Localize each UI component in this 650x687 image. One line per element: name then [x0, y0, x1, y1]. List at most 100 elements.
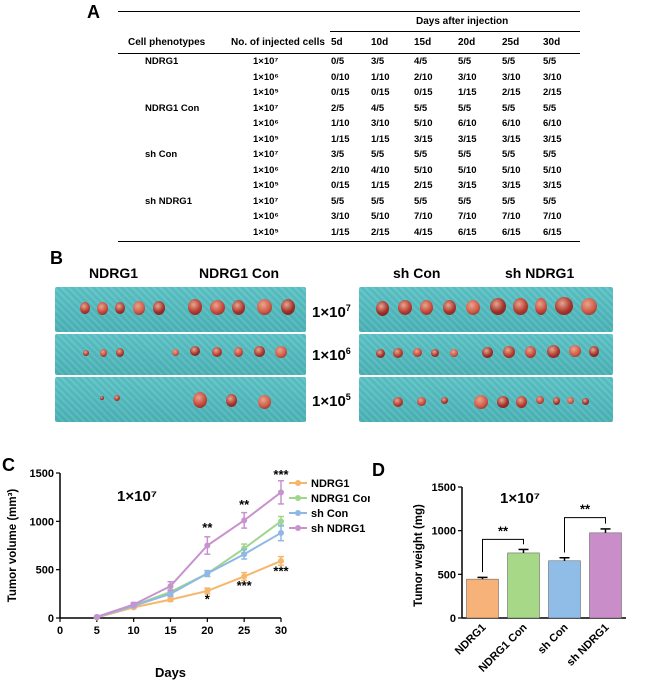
- row-value-10d: 1/15: [371, 180, 390, 191]
- row-phenotype: NDRG1 Con: [145, 102, 200, 114]
- data-point: [204, 587, 211, 594]
- tumor-specimen: [212, 347, 222, 357]
- row-value-5d: 0/5: [331, 56, 345, 67]
- col-header-cells: No. of injected cells: [231, 37, 325, 48]
- row-value-20d: 5/10: [458, 164, 477, 176]
- dose-label-1e5: 1×105: [312, 392, 351, 410]
- row-value-30d: 5/5: [543, 149, 557, 160]
- panel-label-d: D: [372, 460, 385, 480]
- tumor-specimen: [417, 397, 426, 406]
- chart-title: 1×10⁷: [500, 490, 540, 507]
- x-tick-label: 15: [164, 625, 176, 637]
- data-point: [278, 518, 284, 525]
- row-injected-cells: 1×10⁵: [253, 87, 279, 98]
- tumor-specimen: [393, 348, 403, 358]
- tumor-specimen: [172, 349, 179, 356]
- row-value-10d: 3/5: [371, 56, 385, 67]
- y-tick-label: 500: [438, 569, 456, 581]
- photo-right-row-1: [359, 287, 613, 332]
- row-value-30d: 5/5: [543, 102, 557, 114]
- y-tick-label: 1500: [30, 468, 54, 480]
- x-tick-label: 20: [201, 625, 213, 637]
- row-value-5d: 0/15: [331, 87, 350, 98]
- tumor-specimen: [115, 302, 125, 314]
- x-tick-label: sh Con: [536, 621, 571, 656]
- bar-sh-con: [548, 560, 581, 619]
- row-injected-cells: 1×10⁵: [253, 133, 279, 145]
- y-tick-label: 1500: [432, 482, 456, 494]
- tumor-specimen: [275, 346, 287, 358]
- row-value-10d: 3/10: [371, 118, 390, 129]
- row-value-20d: 3/15: [458, 133, 477, 145]
- bar-ndrg1-con: [507, 552, 540, 619]
- row-injected-cells: 1×10⁷: [253, 149, 279, 160]
- row-value-15d: 4/15: [414, 226, 433, 238]
- significance-bracket: [482, 538, 524, 573]
- tumor-volume-line-chart: 0 500 1000 1500 0 5 10 15 20 25 30 Days Tumor volume…: [7, 467, 370, 680]
- tumor-specimen: [420, 300, 433, 315]
- y-tick-label: 1000: [30, 516, 54, 528]
- tumor-specimen: [513, 298, 528, 315]
- tumor-specimen: [567, 397, 574, 404]
- row-phenotype: NDRG1: [145, 56, 179, 67]
- x-tick-label: sh NDRG1: [565, 622, 612, 669]
- tumor-specimen: [516, 396, 527, 408]
- row-value-30d: 5/5: [543, 195, 557, 207]
- row-value-30d: 6/15: [543, 226, 562, 238]
- day-header-25d: 25d: [502, 37, 520, 48]
- row-value-25d: 2/15: [502, 87, 521, 98]
- chart-title: 1×10⁷: [117, 488, 157, 505]
- row-value-20d: 5/5: [458, 102, 472, 114]
- row-value-15d: 2/15: [414, 180, 433, 191]
- tumor-specimen: [100, 396, 104, 400]
- significance-marker: **: [580, 502, 591, 517]
- row-value-30d: 5/5: [543, 56, 557, 67]
- significance-bracket: [564, 517, 606, 553]
- data-point: [167, 583, 174, 590]
- row-value-25d: 3/10: [502, 71, 521, 83]
- row-injected-cells: 1×10⁷: [253, 195, 279, 207]
- y-axis-label: Tumor weight (mg): [413, 504, 425, 607]
- x-tick-label: NDRG1: [453, 622, 489, 658]
- row-value-10d: 4/10: [371, 164, 390, 176]
- row-value-30d: 2/15: [543, 87, 562, 98]
- y-tick-label: 1000: [432, 526, 456, 538]
- data-point: [241, 517, 248, 524]
- row-value-5d: 5/5: [331, 195, 345, 207]
- row-value-25d: 7/10: [502, 211, 521, 222]
- tumor-specimen: [431, 349, 439, 357]
- tumor-specimen: [83, 350, 89, 356]
- row-value-25d: 5/5: [502, 149, 516, 160]
- row-phenotype: sh NDRG1: [145, 195, 192, 207]
- tumor-specimen: [482, 347, 493, 358]
- row-value-15d: 3/15: [414, 133, 433, 145]
- tumor-specimen: [376, 301, 389, 316]
- tumor-specimen: [226, 394, 237, 407]
- row-value-5d: 3/5: [331, 149, 345, 160]
- row-value-30d: 3/15: [543, 133, 562, 145]
- days-header: Days after injection: [416, 16, 509, 27]
- photo-group-label-ndrg1: NDRG1: [89, 265, 139, 281]
- data-point: [130, 601, 137, 608]
- day-header-15d: 15d: [414, 37, 432, 48]
- tumor-specimen: [582, 398, 589, 405]
- row-value-10d: 4/5: [371, 102, 385, 114]
- row-value-25d: 3/15: [502, 180, 521, 191]
- panel-label-c: C: [2, 455, 15, 475]
- row-value-10d: 2/15: [371, 226, 390, 238]
- row-value-15d: 5/5: [414, 195, 428, 207]
- tumor-specimen: [443, 300, 456, 315]
- tumor-specimen: [589, 346, 599, 357]
- tumor-specimen: [441, 397, 448, 404]
- row-value-15d: 5/10: [414, 164, 433, 176]
- x-tick-label: 10: [128, 625, 140, 637]
- photo-left-row-2: [55, 334, 306, 375]
- x-tick-label: 30: [275, 625, 287, 637]
- row-value-5d: 2/10: [331, 164, 350, 176]
- tumor-specimen: [547, 345, 560, 358]
- legend-label: NDRG1 Con: [311, 493, 370, 505]
- row-value-5d: 0/10: [331, 71, 350, 83]
- row-value-30d: 3/10: [543, 71, 562, 83]
- row-value-25d: 6/10: [502, 118, 521, 129]
